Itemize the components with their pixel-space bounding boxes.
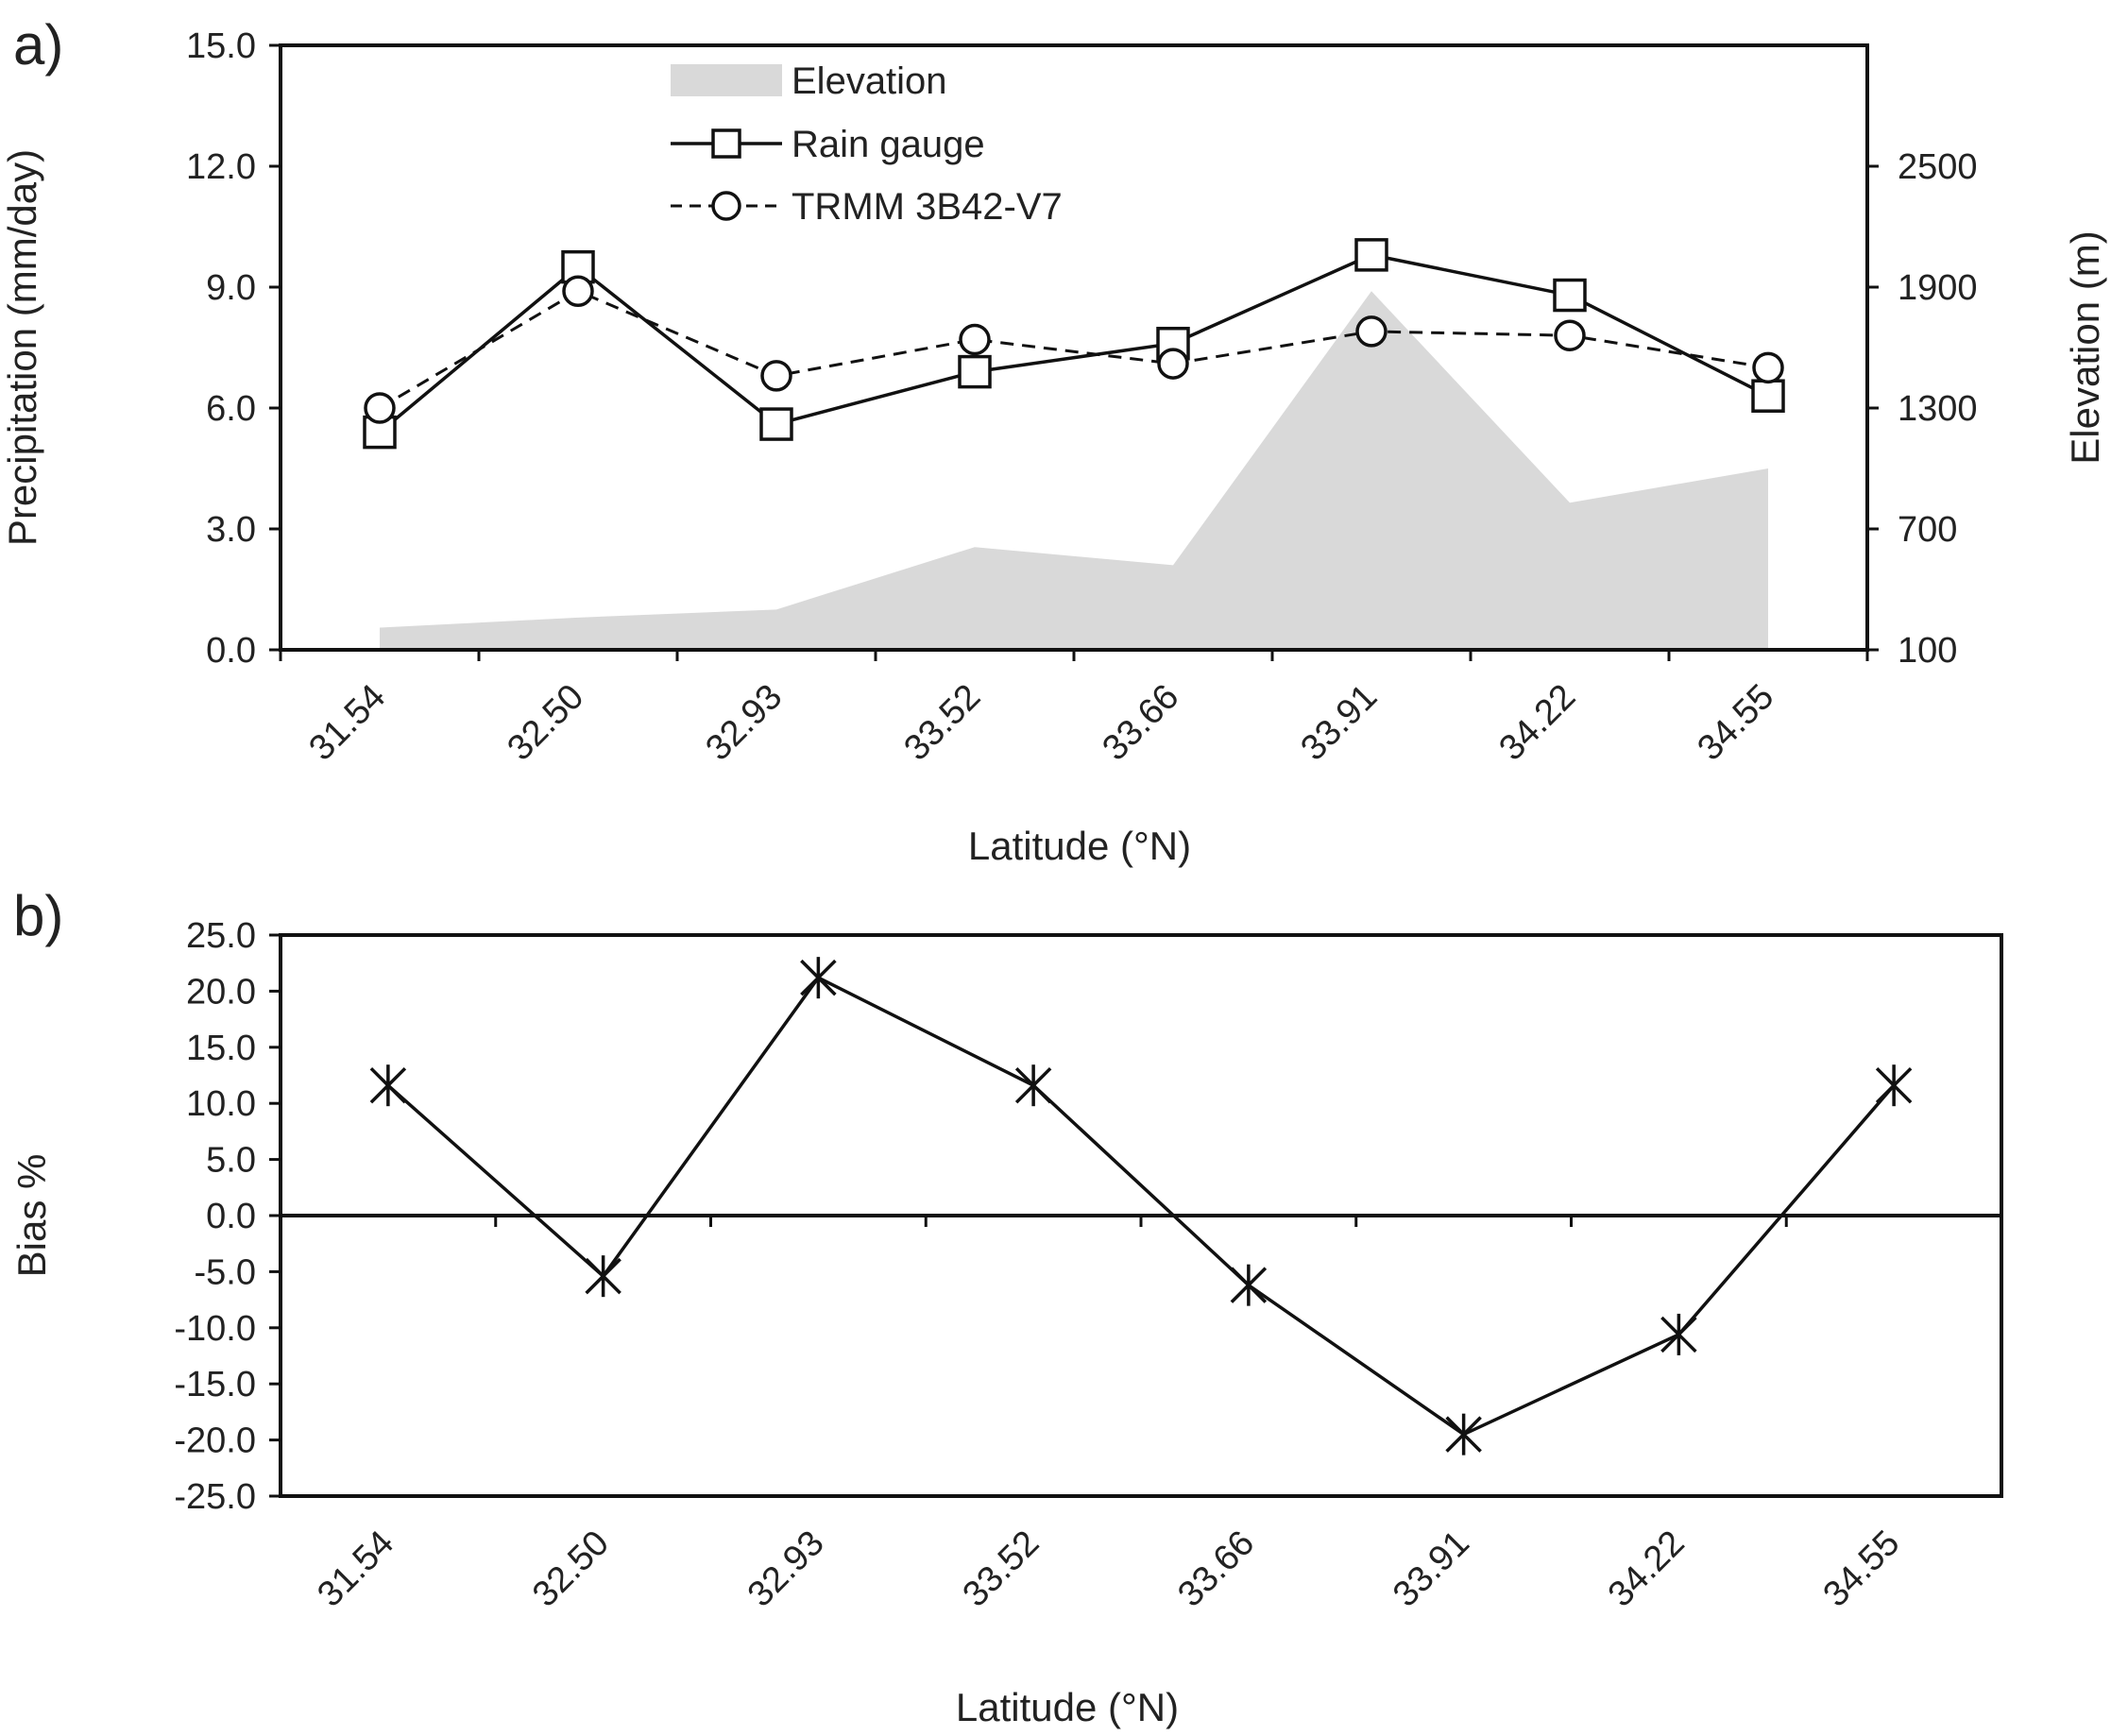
bias-line — [386, 975, 1896, 1437]
x-tick-label-b: 32.50 — [525, 1523, 617, 1615]
x-tick-label-a: 31.54 — [301, 677, 393, 769]
bias-point — [585, 1255, 621, 1298]
bias-point — [1445, 1413, 1482, 1455]
elevation-area — [380, 291, 1768, 650]
bias-line-layer — [369, 957, 1913, 1455]
rain-gauge-line — [378, 253, 1769, 434]
rain-gauge-point — [759, 407, 793, 441]
y-tick-label-b: 0.0 — [206, 1197, 256, 1236]
y-tick-label-a: 15.0 — [186, 26, 256, 66]
legend-label: Rain gauge — [792, 124, 985, 165]
y-tick-label-b: -25.0 — [174, 1477, 256, 1517]
y2-tick-label-a: 1900 — [1898, 268, 1978, 308]
trmm-point — [1752, 351, 1784, 384]
trmm-point — [364, 392, 396, 424]
y-tick-label-b: -20.0 — [174, 1421, 256, 1461]
bias-point — [1660, 1313, 1697, 1355]
x-tick-label-a: 33.91 — [1293, 677, 1385, 769]
precipitation-lines-layer — [363, 238, 1785, 450]
panel-b-bias-chart: b) -25.0 -20.0 -15.0 -10.0 -5.0 0.0 5.0 10.0 15.… — [9, 884, 2003, 1729]
x-tick-label-b: 31.54 — [310, 1523, 401, 1615]
x-tick-label-a: 33.66 — [1095, 677, 1186, 769]
legend-trmm-marker — [711, 191, 741, 221]
y-tick-label-a: 6.0 — [206, 389, 256, 429]
trmm-point — [562, 275, 594, 308]
y-tick-label-b: -5.0 — [195, 1252, 256, 1292]
bias-point — [369, 1064, 407, 1107]
x-tick-label-b: 33.52 — [956, 1523, 1047, 1615]
trmm-point — [1355, 315, 1387, 348]
x-tick-label-a: 34.55 — [1690, 677, 1781, 769]
y-tick-label-a: 9.0 — [206, 268, 256, 308]
y-tick-label-a: 0.0 — [206, 631, 256, 671]
x-tick-label-b: 33.66 — [1170, 1523, 1262, 1615]
y-tick-label-b: 25.0 — [186, 916, 256, 956]
y-tick-label-b: 10.0 — [186, 1084, 256, 1124]
y-axis-title-precipitation: Precipitation (mm/day) — [0, 149, 44, 546]
y-tick-label-b: -15.0 — [174, 1365, 256, 1404]
rain-gauge-point — [958, 354, 992, 389]
y2-tick-label-a: 1300 — [1898, 389, 1978, 429]
trmm-line — [379, 289, 1769, 410]
y-axis-title-bias: Bias % — [9, 1154, 54, 1278]
x-tick-label-b: 33.91 — [1386, 1523, 1477, 1615]
y-tick-label-b: -10.0 — [174, 1309, 256, 1349]
trmm-point — [1157, 348, 1189, 380]
rain-gauge-point — [1751, 379, 1785, 413]
y-tick-label-b: 20.0 — [186, 972, 256, 1012]
trmm-point — [959, 323, 991, 356]
bias-point — [1014, 1064, 1052, 1107]
y2-tick-label-a: 2500 — [1898, 147, 1978, 187]
rain-gauge-point — [1553, 278, 1587, 313]
trmm-point — [1554, 319, 1586, 351]
elevation-area-layer — [380, 291, 1768, 650]
x-tick-label-a: 34.22 — [1491, 677, 1583, 769]
y-tick-label-a: 12.0 — [186, 147, 256, 187]
y-tick-label-a: 3.0 — [206, 510, 256, 550]
x-tick-label-b: 34.22 — [1601, 1523, 1693, 1615]
legend-elevation-swatch — [671, 64, 782, 96]
x-tick-label-a: 32.93 — [698, 677, 790, 769]
bias-point — [1230, 1264, 1268, 1306]
plot-a-axes: 0.0 3.0 6.0 9.0 12.0 15.0 100 700 1300 1900 2500 31… — [186, 26, 1978, 769]
y2-tick-label-a: 100 — [1898, 631, 1957, 671]
legend-a: Elevation Rain gauge TRMM 3B42-V7 — [671, 60, 1063, 228]
y-tick-label-b: 15.0 — [186, 1029, 256, 1068]
y-tick-label-b: 5.0 — [206, 1141, 256, 1181]
x-tick-label-a: 33.52 — [896, 677, 988, 769]
panel-b-label: b) — [13, 884, 63, 947]
panel-a-precipitation-chart: a) 0.0 3.0 6.0 9.0 12.0 15.0 100 700 1300 1900 250… — [0, 13, 2107, 868]
y2-tick-label-a: 700 — [1898, 510, 1957, 550]
bias-point — [800, 957, 837, 999]
trmm-point — [760, 360, 792, 392]
y2-axis-title-elevation: Elevation (m) — [2063, 230, 2107, 464]
panel-a-label: a) — [13, 13, 63, 77]
x-axis-title-latitude-a: Latitude (°N) — [968, 824, 1191, 868]
plot-b-axes: -25.0 -20.0 -15.0 -10.0 -5.0 0.0 5.0 10.0 15.0 20… — [174, 916, 2001, 1615]
legend-rain-gauge-marker — [711, 128, 741, 159]
rain-gauge-point — [1354, 238, 1388, 272]
legend-label: Elevation — [792, 60, 947, 102]
x-tick-label-a: 32.50 — [500, 677, 591, 769]
x-axis-title-latitude-b: Latitude (°N) — [956, 1685, 1179, 1729]
bias-point — [1875, 1064, 1913, 1107]
x-tick-label-b: 32.93 — [741, 1523, 832, 1615]
x-tick-label-b: 34.55 — [1816, 1523, 1908, 1615]
legend-label: TRMM 3B42-V7 — [792, 186, 1063, 228]
